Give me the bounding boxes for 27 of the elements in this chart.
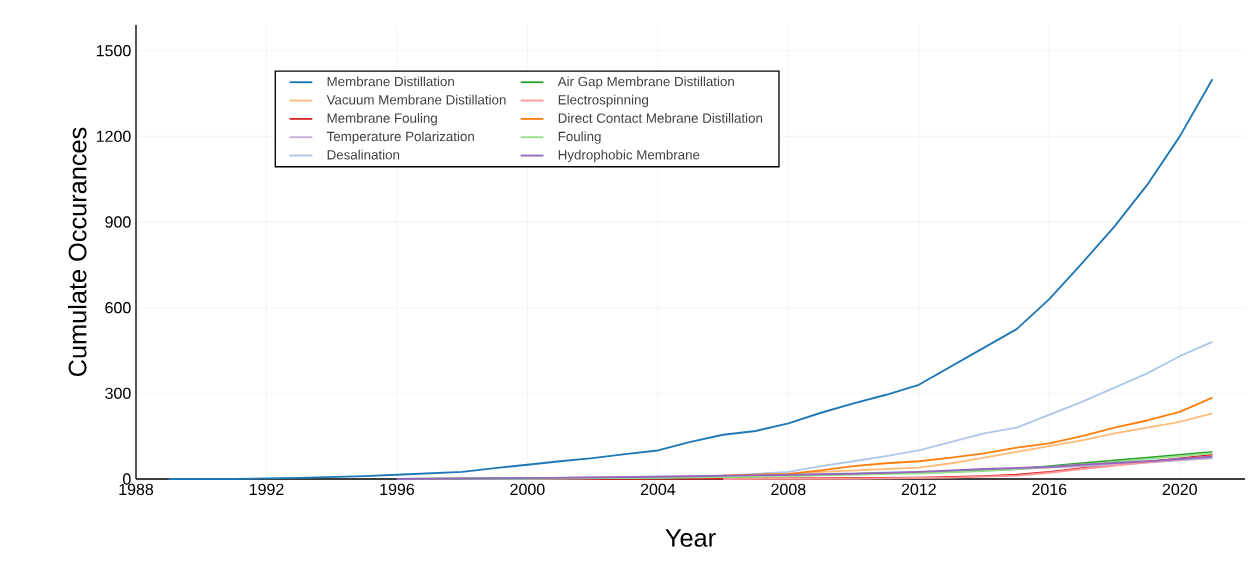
legend-label: Membrane Distillation	[327, 76, 454, 87]
x-tick-label: 2000	[510, 483, 545, 496]
x-tick-label: 2012	[901, 483, 936, 496]
x-tick-label: 2016	[1032, 483, 1067, 496]
y-tick-label: 1500	[96, 45, 131, 57]
legend-label: Air Gap Membrane Distillation	[557, 76, 734, 89]
x-tick-label: 1988	[119, 483, 154, 496]
y-tick-label: 1200	[96, 130, 131, 143]
x-tick-label: 2008	[771, 483, 806, 496]
y-axis-title: Cumulate Occurances	[67, 127, 87, 377]
y-tick-label: 300	[105, 387, 131, 399]
legend-label: Electrospinning	[558, 94, 649, 108]
x-tick-label: 2020	[1162, 483, 1197, 496]
legend-label: Fouling	[558, 131, 601, 144]
y-tick-label: 0	[123, 473, 131, 485]
y-tick-label: 600	[105, 302, 131, 314]
legend-label: Direct Contact Mebrane Distillation	[558, 113, 763, 123]
legend-label: Vacuum Membrane Distillation	[326, 94, 506, 105]
x-axis-title: Year	[665, 529, 716, 547]
legend-label: Membrane Fouling	[327, 113, 437, 126]
x-tick-label: 2004	[640, 483, 676, 496]
legend-label: Hydrophobic Membrane	[558, 149, 700, 163]
y-tick-label: 900	[105, 216, 131, 228]
x-tick-label: 1996	[380, 483, 415, 496]
legend-label: Temperature Polarization	[326, 131, 474, 144]
legend-label: Desalination	[327, 149, 400, 160]
x-tick-label: 1992	[249, 483, 284, 496]
